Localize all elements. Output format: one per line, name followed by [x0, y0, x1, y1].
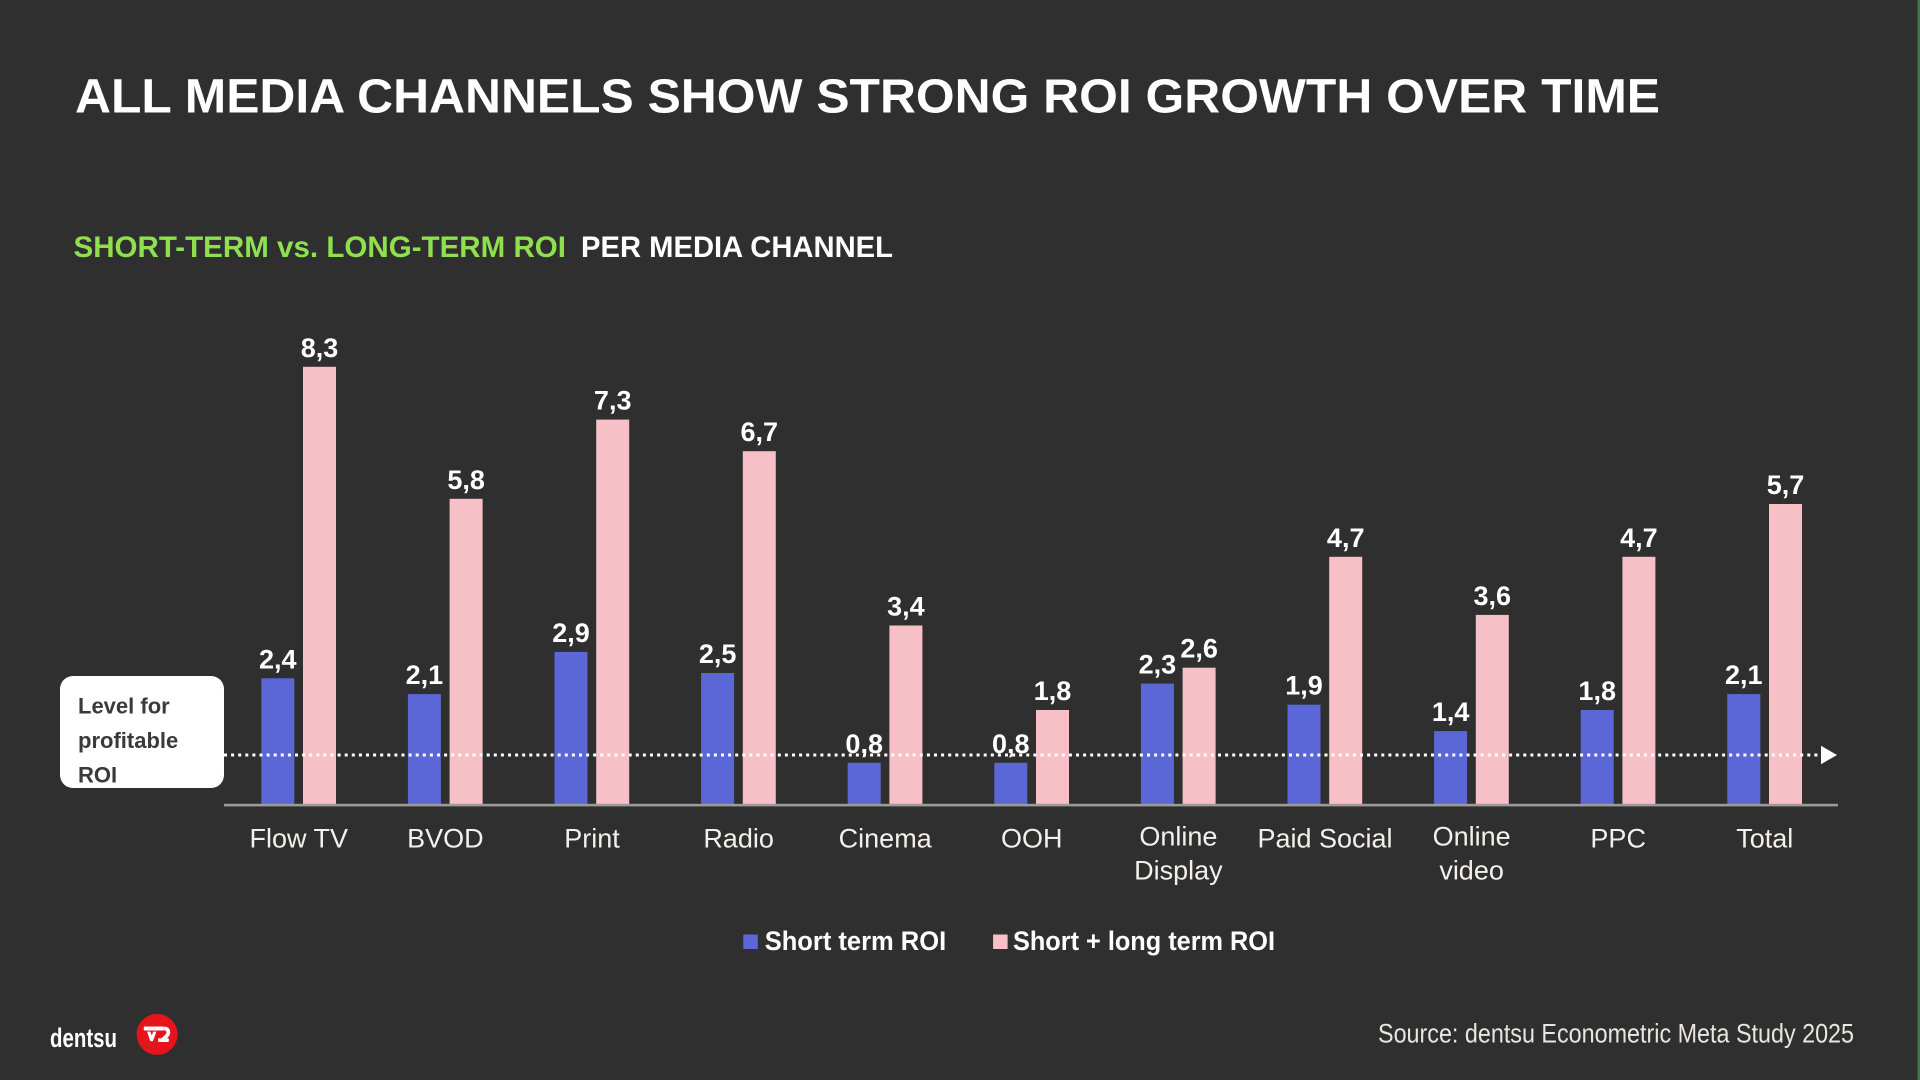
svg-text:2,4: 2,4: [259, 644, 297, 674]
svg-text:1,9: 1,9: [1285, 671, 1323, 701]
svg-text:5,8: 5,8: [447, 465, 485, 495]
svg-text:Total: Total: [1736, 824, 1793, 854]
svg-text:Online: Online: [1139, 822, 1217, 852]
svg-text:OOH: OOH: [1001, 824, 1063, 854]
svg-text:PER MEDIA CHANNEL: PER MEDIA CHANNEL: [581, 231, 893, 264]
svg-text:ALL MEDIA CHANNELS SHOW STRONG: ALL MEDIA CHANNELS SHOW STRONG ROI GROWT…: [75, 71, 1660, 124]
svg-text:2,5: 2,5: [699, 639, 737, 669]
svg-text:Display: Display: [1134, 856, 1223, 886]
svg-text:2,6: 2,6: [1180, 634, 1218, 664]
svg-text:1,8: 1,8: [1578, 676, 1616, 706]
svg-text:1,8: 1,8: [1034, 676, 1072, 706]
svg-text:video: video: [1439, 856, 1504, 886]
svg-text:Flow TV: Flow TV: [250, 824, 349, 854]
svg-text:2,9: 2,9: [552, 618, 590, 648]
svg-text:ROI: ROI: [78, 763, 117, 788]
svg-text:2,1: 2,1: [1725, 660, 1763, 690]
svg-text:PPC: PPC: [1590, 824, 1646, 854]
svg-text:BVOD: BVOD: [407, 824, 484, 854]
svg-text:Short term ROI: Short term ROI: [765, 926, 947, 956]
svg-text:0,8: 0,8: [845, 729, 883, 759]
svg-text:Radio: Radio: [703, 824, 774, 854]
svg-text:SHORT-TERM vs. LONG-TERM ROI: SHORT-TERM vs. LONG-TERM ROI: [74, 231, 567, 264]
svg-text:6,7: 6,7: [741, 417, 779, 447]
svg-text:0,8: 0,8: [992, 729, 1030, 759]
svg-text:4,7: 4,7: [1620, 523, 1658, 553]
svg-text:5,7: 5,7: [1767, 470, 1805, 500]
svg-text:Online: Online: [1433, 822, 1511, 852]
svg-text:2,3: 2,3: [1139, 650, 1177, 680]
svg-text:3,4: 3,4: [887, 592, 925, 622]
svg-text:4,7: 4,7: [1327, 523, 1365, 553]
svg-text:3,6: 3,6: [1474, 581, 1512, 611]
svg-text:Paid Social: Paid Social: [1257, 824, 1392, 854]
svg-text:dentsu: dentsu: [50, 1023, 117, 1053]
svg-text:profitable: profitable: [78, 728, 178, 753]
svg-text:Print: Print: [564, 824, 620, 854]
svg-text:7,3: 7,3: [594, 386, 632, 416]
svg-text:1,4: 1,4: [1432, 697, 1470, 727]
svg-text:Short + long term ROI: Short + long term ROI: [1013, 926, 1275, 956]
svg-text:Level for: Level for: [78, 694, 170, 719]
svg-text:Source: dentsu Econometric Met: Source: dentsu Econometric Meta Study 20…: [1378, 1019, 1854, 1049]
svg-text:8,3: 8,3: [301, 333, 339, 363]
svg-text:Cinema: Cinema: [839, 824, 933, 854]
svg-text:2,1: 2,1: [406, 660, 444, 690]
